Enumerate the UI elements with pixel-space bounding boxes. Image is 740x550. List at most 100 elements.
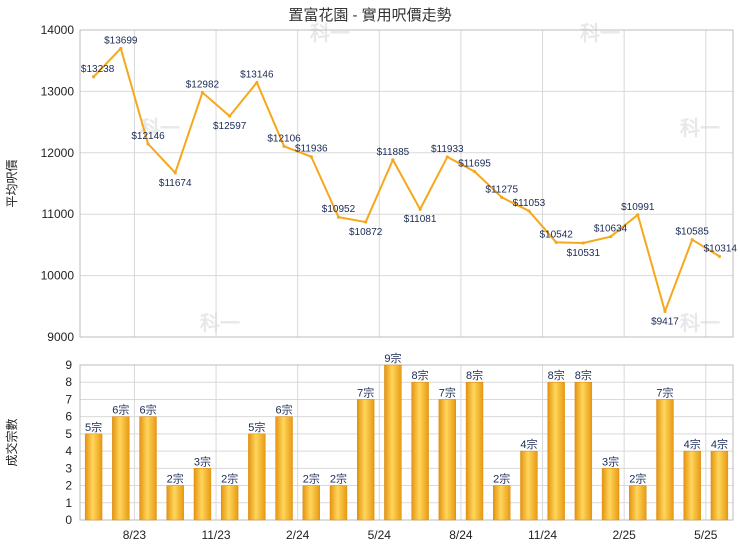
count-bar [357, 399, 375, 521]
count-bar-label: 7宗 [357, 385, 374, 399]
count-bar-label: 2宗 [493, 472, 510, 486]
count-bar-label: 7宗 [439, 385, 456, 399]
price-point-label: $11695 [458, 159, 491, 170]
watermark-text: 科一 [310, 21, 350, 45]
price-point [608, 235, 613, 239]
chart-title: 置富花園 - 實用呎價走勢 [288, 6, 451, 24]
count-bar-label: 8宗 [575, 368, 592, 382]
price-point-label: $11275 [485, 184, 518, 195]
price-ytick-label: 10000 [41, 269, 75, 283]
price-point [391, 158, 395, 162]
count-bar [275, 416, 293, 521]
count-bar [302, 485, 320, 521]
price-point [282, 144, 286, 148]
watermark-text: 科一 [200, 311, 240, 335]
price-point-label: $12106 [267, 133, 301, 144]
count-ytick-label: 3 [65, 461, 72, 475]
count-ytick-label: 9 [65, 358, 72, 372]
count-ytick-label: 4 [65, 444, 72, 458]
watermark-text: 科一 [580, 21, 620, 45]
count-bar [248, 433, 266, 521]
count-bar-label: 3宗 [194, 454, 211, 468]
price-point-label: $12146 [131, 131, 165, 142]
count-bar-label: 8宗 [412, 368, 429, 382]
count-bar [84, 433, 103, 521]
count-bar-label: 9宗 [384, 351, 401, 365]
price-point [581, 241, 585, 245]
count-ytick-label: 7 [65, 392, 72, 406]
count-bar-label: 2宗 [629, 472, 646, 486]
count-xtick-label: 11/23 [201, 528, 230, 542]
count-ytick-label: 2 [65, 479, 72, 493]
count-xtick-label: 2/24 [286, 528, 310, 542]
price-point [500, 195, 504, 199]
price-point [418, 207, 422, 211]
count-bar-label: 4宗 [711, 437, 728, 451]
price-point-label: $9417 [651, 316, 679, 327]
price-point-label: $10314 [704, 243, 738, 254]
price-point-label: $13238 [81, 64, 115, 75]
count-ylabel: 成交宗數 [4, 418, 19, 466]
price-point-label: $12982 [186, 80, 220, 91]
price-ytick-label: 11000 [42, 207, 75, 221]
count-xtick-label: 5/24 [368, 528, 392, 542]
price-point [527, 209, 531, 213]
price-point [472, 169, 477, 174]
count-bar [683, 450, 701, 521]
count-bar [601, 468, 620, 521]
price-series-line [92, 47, 720, 313]
count-bar [438, 399, 456, 521]
price-point [636, 213, 640, 217]
price-plot-frame [79, 29, 734, 338]
count-bar [547, 381, 565, 521]
price-point [364, 220, 368, 224]
count-bar-label: 6宗 [112, 403, 129, 417]
price-point [690, 238, 694, 242]
count-bar [493, 485, 511, 521]
count-xtick-label: 2/25 [612, 528, 636, 542]
price-ytick-label: 14000 [41, 23, 75, 37]
price-point-label: $11936 [295, 144, 328, 155]
count-bar-label: 2宗 [221, 472, 238, 486]
count-ytick-label: 5 [65, 427, 72, 441]
count-bar-label: 5宗 [85, 420, 102, 434]
count-xtick-label: 5/25 [694, 528, 718, 542]
price-point [200, 90, 205, 95]
price-ytick-label: 12000 [41, 146, 75, 160]
count-bar [520, 450, 538, 521]
price-point-label: $11081 [404, 214, 437, 225]
count-plot-frame [79, 364, 734, 521]
count-bar-label: 7宗 [656, 385, 673, 399]
count-bar [574, 381, 593, 521]
count-xtick-label: 8/24 [449, 528, 473, 542]
count-bar-label: 6宗 [276, 403, 293, 417]
count-bar-label: 3宗 [602, 454, 619, 468]
price-point-label: $10531 [567, 248, 601, 259]
price-point [173, 171, 177, 175]
count-ytick-label: 1 [65, 496, 72, 510]
price-point-label: $10952 [322, 204, 356, 215]
count-bar-label: 6宗 [139, 403, 156, 417]
count-bar [220, 485, 239, 521]
price-point [309, 155, 313, 159]
count-bar [656, 399, 674, 521]
count-bar-label: 2宗 [330, 472, 347, 486]
price-ylabel: 平均呎價 [5, 159, 19, 207]
count-bar-label: 4宗 [684, 437, 701, 451]
price-point-label: $10585 [676, 227, 710, 238]
price-point [445, 155, 449, 159]
count-ytick-label: 8 [65, 375, 72, 389]
price-point-label: $10872 [349, 227, 383, 238]
price-point [717, 254, 721, 258]
price-point-label: $10991 [621, 202, 655, 213]
price-point-label: $10634 [594, 224, 628, 235]
count-bar-label: 4宗 [520, 437, 537, 451]
price-point-label: $11053 [513, 198, 546, 209]
price-point-label: $11933 [431, 144, 464, 155]
count-bar [465, 381, 484, 521]
price-point [119, 46, 123, 51]
count-bar [411, 381, 429, 521]
